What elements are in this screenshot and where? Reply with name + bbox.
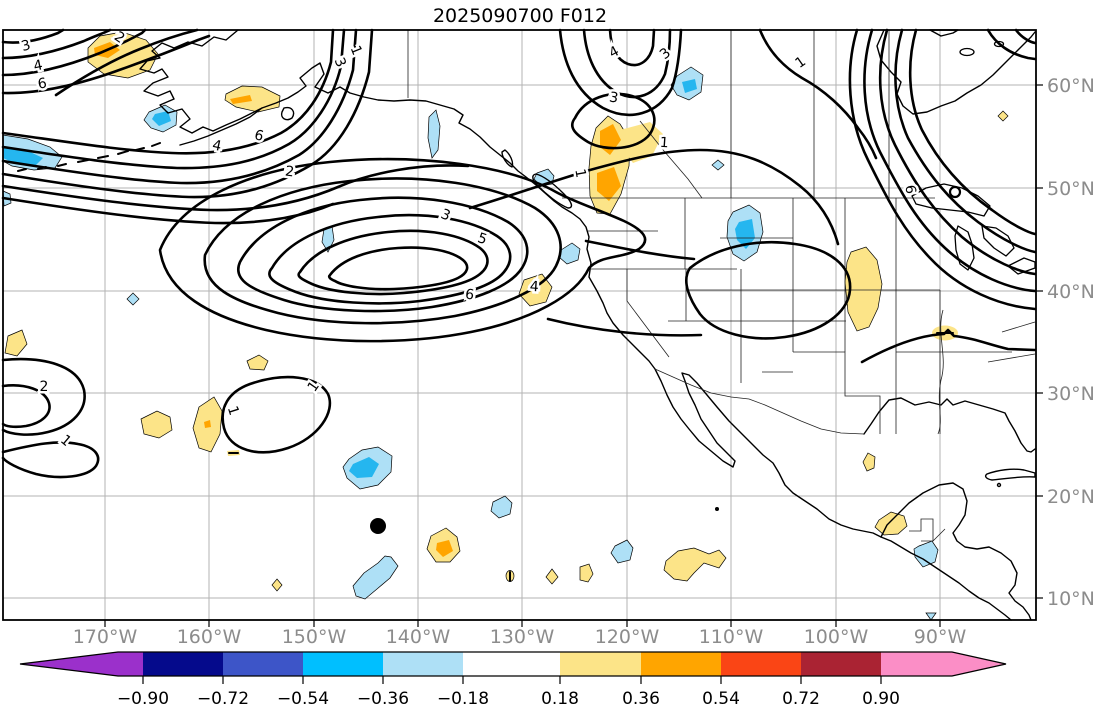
x-axis-label: 140°W xyxy=(386,626,451,648)
contour-value-label: 1 xyxy=(347,43,365,57)
contour-value-label: 3 xyxy=(657,45,674,63)
colorbar-tick-label: 0.54 xyxy=(702,689,740,709)
contour-value-label: 1 xyxy=(57,432,74,450)
negative-anomaly-shading xyxy=(2,66,939,621)
state-province-borders xyxy=(407,30,1036,542)
colorbar-segment xyxy=(641,652,721,676)
colorbar-segment xyxy=(721,652,801,676)
y-axis-label: 40°N xyxy=(1047,281,1095,303)
contour-value-label: 1 xyxy=(571,168,588,180)
contour-value-label: 1 xyxy=(224,404,242,417)
plot-frame xyxy=(2,29,1037,621)
contour-value-label: 2 xyxy=(40,379,49,395)
positive-anomaly-shading xyxy=(4,31,1009,592)
colorbar-tick-label: 0.18 xyxy=(541,689,579,709)
page-title: 2025090700 F012 xyxy=(433,5,607,27)
colorbar-tick-label: −0.18 xyxy=(437,689,489,709)
y-axis-label: 20°N xyxy=(1047,486,1095,508)
contour-value-label: 1 xyxy=(792,54,808,72)
x-axis-label: 110°W xyxy=(699,626,764,648)
contour-value-label: 1 xyxy=(659,135,669,152)
haida-gwaii xyxy=(501,149,514,168)
contour-value-label: 2 xyxy=(284,163,295,180)
colorbar-tick-label: −0.90 xyxy=(117,689,169,709)
x-axis-label: 100°W xyxy=(804,626,869,648)
colorbar-segment xyxy=(143,652,223,676)
colorbar-tick-label: 0.90 xyxy=(862,689,900,709)
x-axis-label: 160°W xyxy=(177,626,242,648)
contour-lines xyxy=(1,28,1037,582)
contour-value-label: 3 xyxy=(608,89,620,106)
y-axis-label: 50°N xyxy=(1047,178,1095,200)
colorbar-tick-label: −0.72 xyxy=(197,689,249,709)
colorbar-segment xyxy=(303,652,383,676)
colorbar-tick-label: 0.72 xyxy=(782,689,820,709)
yucatan-central-america xyxy=(880,482,1032,621)
colorbar-segment xyxy=(801,652,881,676)
gulf-coast-florida xyxy=(863,397,1036,453)
contour-value-label: 6 xyxy=(37,75,49,92)
x-axis-label: 130°W xyxy=(490,626,555,648)
colorbar-tick-label: 0.36 xyxy=(622,689,660,709)
colorbar-segment xyxy=(881,652,952,676)
x-axis-label: 150°W xyxy=(282,626,347,648)
lake-huron xyxy=(981,225,1015,257)
kodiak-island xyxy=(280,106,295,121)
contour-value-label: 4 xyxy=(529,279,539,296)
lake-superior xyxy=(911,183,991,217)
contour-value-label: 6 xyxy=(464,286,475,303)
colorbar-left-arrow xyxy=(20,652,118,676)
storm-position-dot xyxy=(370,518,386,534)
colorbar-segment xyxy=(560,652,641,676)
y-axis-label: 60°N xyxy=(1047,75,1095,97)
colorbar-tick-label: −0.54 xyxy=(277,689,329,709)
x-axis-label: 90°W xyxy=(914,626,967,648)
contour-value-label: 3 xyxy=(438,206,452,224)
y-axis-label: 30°N xyxy=(1047,383,1095,405)
tiny-dot xyxy=(715,507,719,511)
small-open-circle xyxy=(948,185,962,199)
colorbar-segment xyxy=(383,652,463,676)
x-axis-label: 120°W xyxy=(595,626,660,648)
lat-lon-gridlines: 170°W 160°W 150°W 140°W 130°W 120°W 110°W 100°W… xyxy=(3,30,1095,648)
hudson-bay xyxy=(876,29,1036,115)
y-axis-label: 10°N xyxy=(1047,588,1095,610)
map-markers xyxy=(370,185,962,534)
colorbar-segment xyxy=(223,652,303,676)
colorbar-tick-label: −0.36 xyxy=(357,689,409,709)
colorbar-segment xyxy=(118,652,143,676)
colorbar-right-arrow xyxy=(952,652,1006,676)
x-axis-label: 170°W xyxy=(73,626,138,648)
colorbar-segment xyxy=(463,652,560,676)
contour-value-label: 5 xyxy=(476,230,489,248)
colorbar: −0.90 −0.72 −0.54 −0.36 −0.18 0.18 0.36 0.54 0.7… xyxy=(19,651,1007,709)
contour-value-label: 6 xyxy=(253,127,266,145)
colorbar-outline xyxy=(19,651,1007,677)
contour-value-label: 4 xyxy=(32,57,44,75)
cuba xyxy=(984,468,1036,481)
